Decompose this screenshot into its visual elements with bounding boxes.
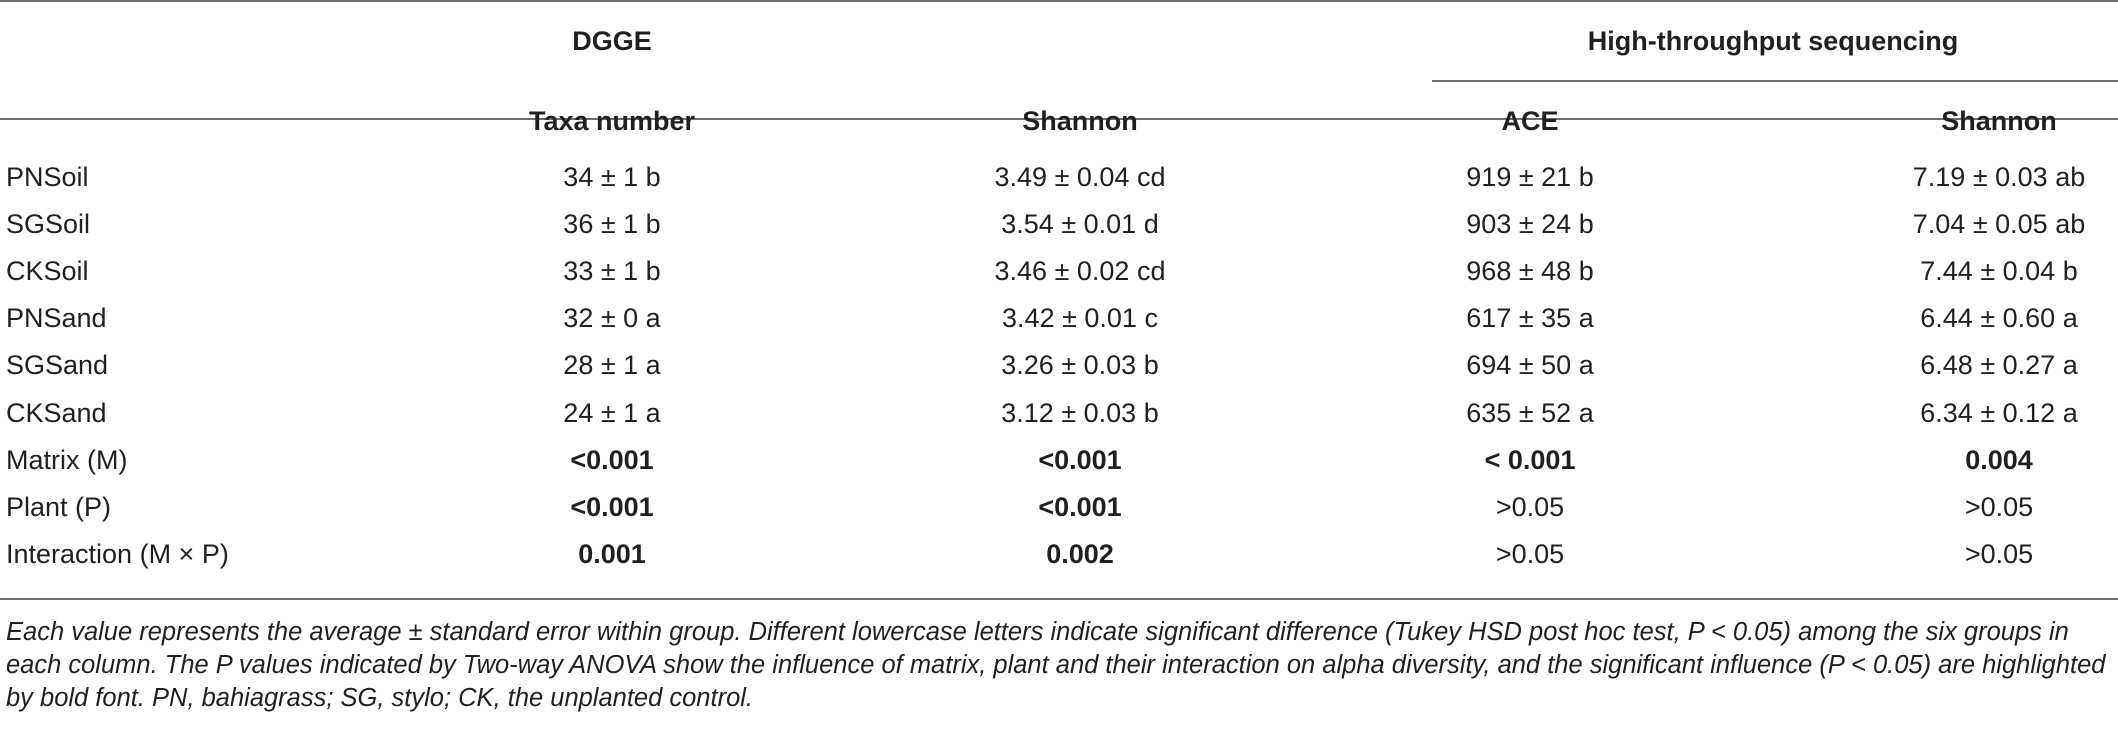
table-cell: 694 ± 50 a (1466, 350, 1594, 380)
table-cell: 7.44 ± 0.04 b (1920, 256, 2078, 286)
header-bottom-rule (0, 118, 2118, 120)
table-cell: 7.04 ± 0.05 ab (1912, 209, 2086, 239)
table-cell: 24 ± 1 a (563, 398, 661, 428)
table-cell: >0.05 (1964, 539, 2034, 569)
table-cell: 7.19 ± 0.03 ab (1912, 162, 2086, 192)
hts-group-rule (1432, 80, 2118, 82)
row-label: PNSoil (6, 162, 89, 192)
table-cell: < 0.001 (1484, 445, 1576, 475)
table-cell: 617 ± 35 a (1466, 303, 1594, 333)
table-cell: 36 ± 1 b (563, 209, 661, 239)
table-cell: <0.001 (1038, 492, 1122, 522)
row-label: Matrix (M) (6, 445, 128, 475)
table-cell: >0.05 (1495, 539, 1565, 569)
table-cell: 6.34 ± 0.12 a (1920, 398, 2078, 428)
table-cell: 28 ± 1 a (563, 350, 661, 380)
table-cell: 6.44 ± 0.60 a (1920, 303, 2078, 333)
table-cell: >0.05 (1964, 492, 2034, 522)
bottom-rule (0, 598, 2118, 600)
table-cell: 635 ± 52 a (1466, 398, 1594, 428)
row-label: CKSand (6, 398, 107, 428)
table-cell: <0.001 (1038, 445, 1122, 475)
table-cell: 34 ± 1 b (563, 162, 661, 192)
column-header-dgge-shannon: Shannon (1022, 106, 1138, 136)
row-label: SGSoil (6, 209, 91, 239)
row-label: PNSand (6, 303, 107, 333)
table-cell: 919 ± 21 b (1466, 162, 1594, 192)
column-header-hts-shannon: Shannon (1941, 106, 2057, 136)
row-label: Interaction (M × P) (6, 539, 229, 569)
table-cell: 0.002 (1046, 539, 1114, 569)
table-cell: >0.05 (1495, 492, 1565, 522)
top-rule (0, 0, 2118, 2)
group-header-dgge: DGGE (572, 26, 652, 56)
table-cell: 32 ± 0 a (563, 303, 661, 333)
table-cell: 3.49 ± 0.04 cd (994, 162, 1166, 192)
table-cell: 3.26 ± 0.03 b (1001, 350, 1159, 380)
table-cell: <0.001 (570, 445, 654, 475)
table-cell: 0.004 (1965, 445, 2033, 475)
table-cell: 6.48 ± 0.27 a (1920, 350, 2078, 380)
table-cell: 3.42 ± 0.01 c (1002, 303, 1158, 333)
table-cell: 3.54 ± 0.01 d (1001, 209, 1159, 239)
row-label: Plant (P) (6, 492, 112, 522)
table-cell: 33 ± 1 b (563, 256, 661, 286)
row-label: SGSand (6, 350, 109, 380)
table-cell: 903 ± 24 b (1466, 209, 1594, 239)
table-cell: 968 ± 48 b (1466, 256, 1594, 286)
table-cell: <0.001 (570, 492, 654, 522)
column-header-taxa-number: Taxa number (528, 106, 696, 136)
group-header-hts: High-throughput sequencing (1587, 26, 1959, 56)
row-label: CKSoil (6, 256, 89, 286)
table-cell: 3.46 ± 0.02 cd (994, 256, 1166, 286)
table-cell: 3.12 ± 0.03 b (1001, 398, 1159, 428)
column-header-ace: ACE (1501, 106, 1559, 136)
table-footnote: Each value represents the average ± stan… (6, 618, 2106, 712)
table-cell: 0.001 (578, 539, 646, 569)
